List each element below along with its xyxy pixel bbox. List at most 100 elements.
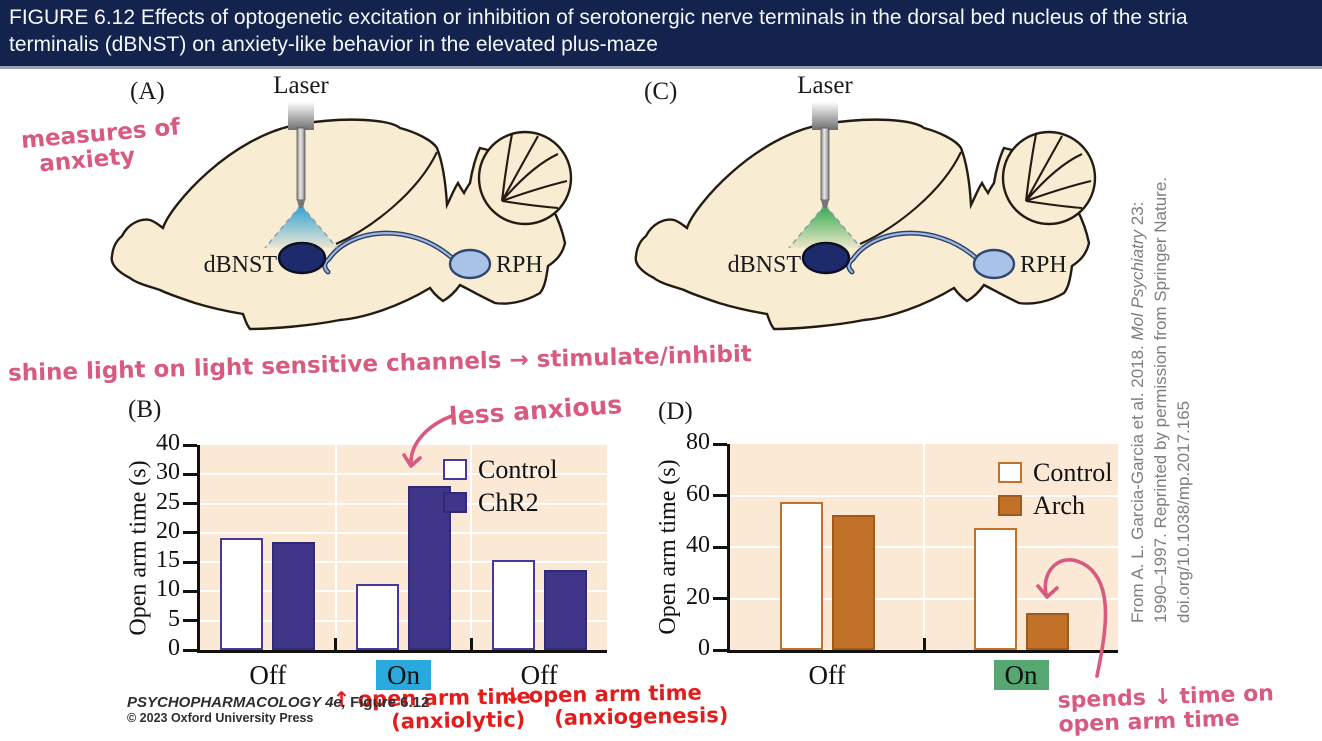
y-tick-mark [183, 648, 197, 652]
y-tick-mark [183, 619, 197, 623]
annotation-shine-light: shine light on light sensitive channels … [7, 341, 753, 387]
legend-item-control: Control [443, 453, 557, 486]
rph-region [448, 248, 492, 280]
credit-title: PSYCHOPHARMACOLOGY 4e, Figure 6.12 [127, 694, 430, 711]
legend-item-arch: Arch [998, 489, 1112, 522]
legend-swatch [998, 495, 1022, 516]
x-category-label-on: On [956, 659, 1086, 691]
cone-edge-left [788, 204, 826, 249]
annotation-spends-less-time: spends ↓ time on open arm time [1057, 681, 1275, 738]
projection-pathway-inner [323, 232, 453, 274]
legend-swatch [443, 459, 467, 480]
bar-chr2-off [272, 541, 316, 650]
dbnst-region [801, 241, 851, 275]
y-tick-mark [713, 494, 727, 497]
laser-head [812, 102, 838, 130]
citation-block: From A. L. Garcia-Garcia et al. 2018. Mo… [1126, 118, 1200, 623]
y-tick-mark [713, 442, 727, 446]
plot-area: Control ChR2 [197, 445, 607, 653]
legend-label: Arch [1033, 490, 1085, 520]
bar-control-off [779, 501, 823, 650]
cortex-inner-edge [859, 151, 962, 245]
cone-edge-right [300, 204, 338, 249]
y-tick-label: 5 [168, 605, 180, 632]
citation-text: From A. L. Garcia-Garcia et al. 2018. Mo… [1128, 176, 1193, 623]
x-category-label-off: Off [249, 660, 287, 690]
figure-caption-line2: terminalis (dBNST) on anxiety-like behav… [9, 32, 658, 56]
bar-chr2-on [408, 486, 451, 650]
grid-line-v [923, 444, 925, 650]
panel-b-label: (B) [128, 396, 162, 423]
annotation-down-open-arm: ↓ open arm time (anxiogenesis) [503, 680, 729, 731]
grid-line-h [200, 561, 607, 564]
projection-pathway-inner [847, 232, 977, 274]
y-tick-label: 40 [156, 430, 180, 456]
y-tick-label: 10 [156, 576, 180, 603]
x-category-label-on: On [339, 659, 469, 691]
legend-label: ChR2 [478, 487, 539, 517]
bar-control-on [356, 584, 399, 650]
y-tick-mark [713, 545, 727, 549]
y-tick-label: 20 [156, 517, 180, 544]
x-boundary-tick [469, 638, 473, 650]
y-tick-label: 0 [698, 635, 710, 661]
y-tick-label: 15 [156, 547, 180, 574]
bar-arch-off [831, 514, 875, 650]
y-tick-mark [183, 443, 197, 447]
laser-head [288, 102, 314, 130]
y-tick-mark [183, 560, 197, 564]
x-boundary-tick [334, 638, 338, 650]
plot-area: Control Arch [727, 444, 1118, 653]
credit-copyright: © 2023 Oxford University Press [127, 711, 314, 725]
y-tick-label: 30 [156, 459, 180, 486]
panel-c-label: (C) [644, 78, 678, 105]
y-tick-mark [713, 648, 727, 652]
bar-control-off [220, 537, 264, 650]
x-category-label-off: Off [520, 660, 558, 690]
bar-chr2-off [543, 569, 587, 650]
y-tick-label: 20 [686, 583, 710, 610]
chart-legend: Control ChR2 [443, 453, 557, 519]
laser-probe [296, 127, 306, 201]
rph-region [972, 248, 1016, 280]
cone-edge-right [824, 204, 862, 249]
bar-arch-on [1025, 612, 1069, 650]
y-tick-mark [713, 597, 727, 600]
laser-cone-green [789, 205, 861, 248]
x-category-label-off: Off [808, 660, 846, 690]
y-tick-label: 80 [686, 429, 710, 455]
laser-tip [297, 200, 305, 208]
brain-diagram-c: dBNST RPH [634, 102, 1097, 331]
rph-label: RPH [496, 252, 543, 278]
laser-label-a: Laser [273, 72, 329, 99]
rph-label: RPH [1020, 252, 1067, 278]
dbnst-label: dBNST [728, 252, 802, 278]
bar-control-off [491, 560, 535, 650]
legend-label: Control [1033, 457, 1113, 487]
y-tick-label: 60 [686, 480, 710, 507]
annotation-less-anxious: less anxious [448, 389, 624, 432]
cortex-inner-edge [335, 151, 438, 245]
y-tick-mark [183, 589, 197, 593]
cerebellum-fissures [1024, 133, 1092, 210]
legend-label: Control [478, 454, 558, 484]
grid-line-h [200, 502, 607, 505]
legend-swatch [443, 492, 467, 513]
brain-outline [110, 118, 567, 331]
laser-probe [820, 127, 830, 201]
cone-edge-left [264, 204, 302, 249]
grid-line-h [200, 531, 607, 534]
chart-legend: Control Arch [998, 456, 1112, 522]
dbnst-label: dBNST [204, 252, 278, 278]
y-tick-label: 40 [686, 532, 710, 558]
y-tick-mark [183, 531, 197, 535]
grid-line-h [200, 473, 607, 476]
grid-line-h [200, 619, 607, 622]
legend-item-chr2: ChR2 [443, 486, 557, 519]
brain-outline [634, 118, 1091, 331]
cerebellum-fissures [500, 133, 568, 210]
on-highlight-chip: On [993, 660, 1049, 690]
legend-item-control: Control [998, 456, 1112, 489]
laser-tip [821, 200, 829, 208]
bar-control-on [973, 527, 1017, 650]
